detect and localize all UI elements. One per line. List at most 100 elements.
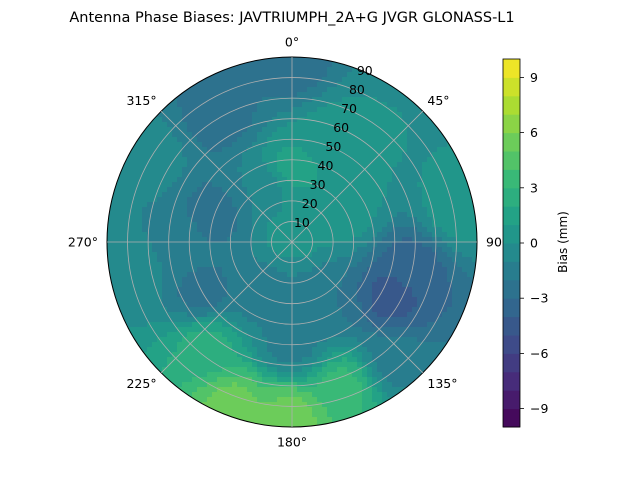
heatmap-cell xyxy=(417,252,423,258)
heatmap-cell xyxy=(462,227,468,233)
heatmap-cell xyxy=(212,262,218,268)
heatmap-cell xyxy=(157,232,163,238)
heatmap-cell xyxy=(282,162,288,168)
heatmap-cell xyxy=(302,207,308,213)
heatmap-cell xyxy=(297,387,303,393)
heatmap-cell xyxy=(232,362,238,368)
azimuth-tick-label: 315° xyxy=(126,93,156,108)
heatmap-cell xyxy=(207,182,213,188)
heatmap-cell xyxy=(447,317,453,323)
heatmap-cell xyxy=(232,352,238,358)
heatmap-cell xyxy=(202,72,208,78)
heatmap-cell xyxy=(387,357,393,363)
heatmap-cell xyxy=(357,107,363,113)
heatmap-cell xyxy=(282,277,288,283)
heatmap-cell xyxy=(367,332,373,338)
heatmap-cell xyxy=(242,247,248,253)
heatmap-cell xyxy=(277,327,283,333)
heatmap-cell xyxy=(437,232,443,238)
heatmap-cell xyxy=(162,162,168,168)
heatmap-cell xyxy=(397,197,403,203)
heatmap-cell xyxy=(377,407,383,413)
heatmap-cell xyxy=(317,207,323,213)
heatmap-cell xyxy=(247,237,253,243)
heatmap-cell xyxy=(292,377,298,383)
heatmap-cell xyxy=(452,277,458,283)
heatmap-cell xyxy=(172,317,178,323)
heatmap-cell xyxy=(207,102,213,108)
heatmap-cell xyxy=(287,312,293,318)
heatmap-cell xyxy=(427,317,433,323)
heatmap-cell xyxy=(112,197,118,203)
heatmap-cell xyxy=(422,292,428,298)
heatmap-cell xyxy=(182,142,188,148)
heatmap-cell xyxy=(447,267,453,273)
heatmap-cell xyxy=(322,297,328,303)
heatmap-cell xyxy=(222,222,228,228)
heatmap-cell xyxy=(397,342,403,348)
heatmap-cell xyxy=(162,192,168,198)
heatmap-cell xyxy=(332,262,338,268)
heatmap-cell xyxy=(297,132,303,138)
heatmap-cell xyxy=(192,147,198,153)
heatmap-cell xyxy=(152,192,158,198)
heatmap-cell xyxy=(212,107,218,113)
heatmap-cell xyxy=(292,57,298,63)
heatmap-cell xyxy=(212,112,218,118)
heatmap-cell xyxy=(362,257,368,263)
heatmap-cell xyxy=(237,287,243,293)
heatmap-cell xyxy=(152,307,158,313)
heatmap-cell xyxy=(347,202,353,208)
heatmap-cell xyxy=(202,127,208,133)
heatmap-cell xyxy=(222,237,228,243)
heatmap-cell xyxy=(382,222,388,228)
heatmap-cell xyxy=(397,387,403,393)
heatmap-cell xyxy=(302,57,308,63)
heatmap-cell xyxy=(147,162,153,168)
heatmap-cell xyxy=(397,192,403,198)
heatmap-cell xyxy=(142,332,148,338)
heatmap-cell xyxy=(302,117,308,123)
heatmap-cell xyxy=(217,282,223,288)
heatmap-cell xyxy=(302,412,308,418)
heatmap-cell xyxy=(327,337,333,343)
heatmap-cell xyxy=(282,397,288,403)
heatmap-cell xyxy=(207,87,213,93)
heatmap-cell xyxy=(132,162,138,168)
heatmap-cell xyxy=(197,137,203,143)
heatmap-cell xyxy=(277,407,283,413)
heatmap-cell xyxy=(432,227,438,233)
heatmap-cell xyxy=(297,242,303,248)
heatmap-cell xyxy=(252,77,258,83)
heatmap-cell xyxy=(237,282,243,288)
heatmap-cell xyxy=(427,212,433,218)
heatmap-cell xyxy=(262,327,268,333)
heatmap-cell xyxy=(237,332,243,338)
heatmap-cell xyxy=(112,222,118,228)
heatmap-cell xyxy=(227,132,233,138)
heatmap-cell xyxy=(367,252,373,258)
heatmap-cell xyxy=(417,337,423,343)
heatmap-cell xyxy=(367,177,373,183)
heatmap-cell xyxy=(157,307,163,313)
heatmap-cell xyxy=(272,102,278,108)
heatmap-cell xyxy=(257,367,263,373)
heatmap-cell xyxy=(467,282,473,288)
heatmap-cell xyxy=(457,182,463,188)
heatmap-cell xyxy=(322,382,328,388)
heatmap-cell xyxy=(337,137,343,143)
heatmap-cell xyxy=(187,322,193,328)
heatmap-cell xyxy=(142,147,148,153)
heatmap-cell xyxy=(247,212,253,218)
heatmap-cell xyxy=(267,187,273,193)
heatmap-cell xyxy=(367,397,373,403)
heatmap-cell xyxy=(342,227,348,233)
heatmap-cell xyxy=(457,302,463,308)
heatmap-cell xyxy=(167,202,173,208)
heatmap-cell xyxy=(327,252,333,258)
heatmap-cell xyxy=(352,127,358,133)
heatmap-cell xyxy=(387,147,393,153)
heatmap-cell xyxy=(142,282,148,288)
heatmap-cell xyxy=(317,137,323,143)
heatmap-cell xyxy=(247,82,253,88)
